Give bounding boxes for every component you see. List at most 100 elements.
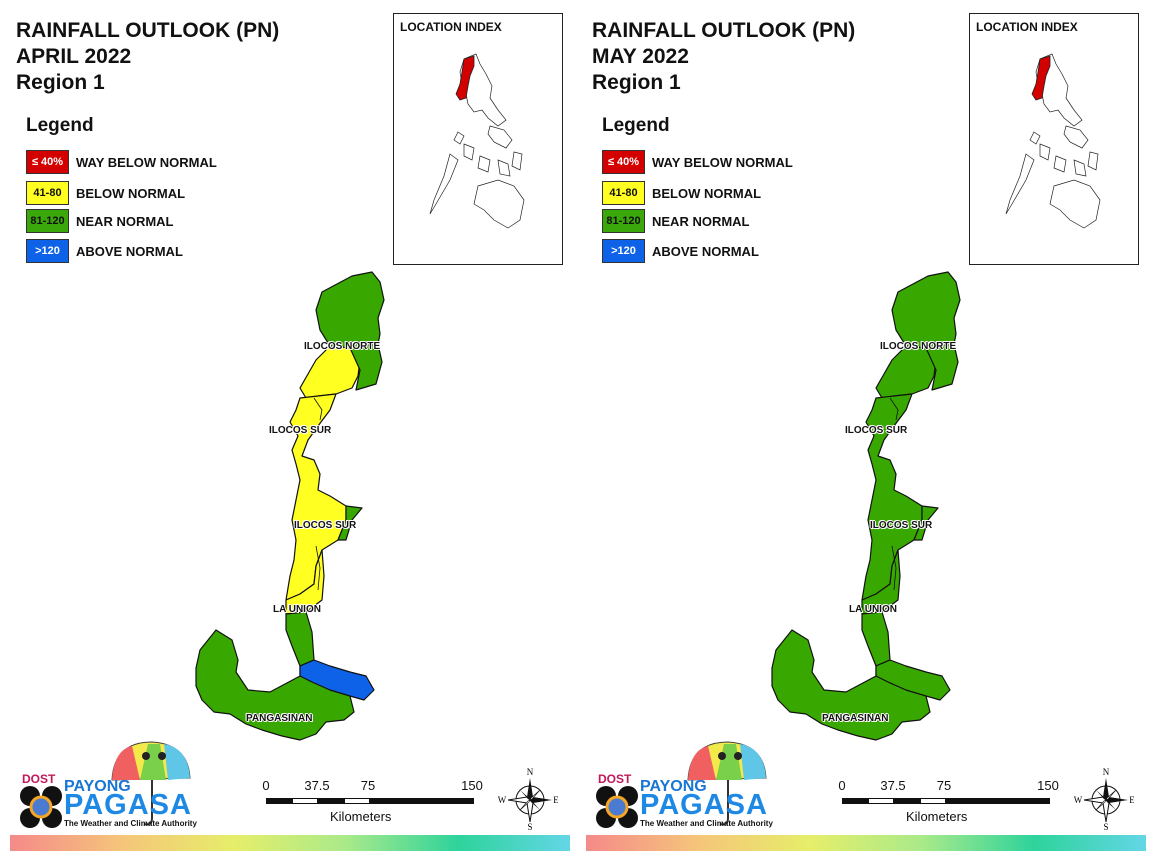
la-union-south <box>285 611 315 667</box>
logo-tagline: The Weather and Climate Authority <box>640 819 773 828</box>
compass-n: N <box>527 767 534 777</box>
scale-segment <box>292 798 318 804</box>
title-line: RAINFALL OUTLOOK (PN) <box>592 19 856 42</box>
payong-pagasa-logo: DOST PAYONG PAGASA The Weather and Clima… <box>14 740 204 832</box>
pangasinan-west <box>195 629 355 741</box>
ilocos-norte-north <box>315 271 385 349</box>
compass-n: N <box>1103 767 1110 777</box>
logo-payong: PAYONG <box>640 778 707 795</box>
region-1-highlight <box>455 55 475 101</box>
scale-tick: 37.5 <box>880 778 906 793</box>
province-label-ilocos-norte: ILOCOS NORTE <box>304 341 381 352</box>
la-union <box>861 549 901 615</box>
title-month: MAY 2022 <box>592 45 689 68</box>
ilocos-norte-north <box>891 271 961 349</box>
region-1-map <box>195 271 385 741</box>
umbrella-logo-icon <box>596 741 767 828</box>
scale-tick: 37.5 <box>304 778 330 793</box>
compass-rose-icon: N S W E <box>1074 766 1134 832</box>
ilocos-norte-central <box>299 345 361 399</box>
location-index-title: LOCATION INDEX <box>400 20 502 34</box>
scale-tick: 0 <box>838 778 846 793</box>
logo-tagline: The Weather and Climate Authority <box>64 819 197 828</box>
scale-segment <box>370 798 474 804</box>
legend-label: ABOVE NORMAL <box>76 244 183 259</box>
ilocos-norte-central <box>875 345 937 399</box>
compass-s: S <box>527 822 532 832</box>
ilocos-norte-east <box>349 343 383 391</box>
scale-tick: 0 <box>262 778 270 793</box>
pangasinan-east <box>299 659 375 701</box>
la-union <box>285 549 325 615</box>
scale-segment <box>344 798 370 804</box>
philippines-outline-icon <box>1005 53 1101 229</box>
scale-tick: 75 <box>360 778 376 793</box>
compass-s: S <box>1103 822 1108 832</box>
title-region: Region 1 <box>16 71 105 94</box>
title-region: Region 1 <box>592 71 681 94</box>
ilocos-sur-east <box>337 505 363 541</box>
scale-segment <box>894 798 920 804</box>
location-index-inset: LOCATION INDEX <box>969 13 1139 265</box>
panel-april: RAINFALL OUTLOOK (PN) APRIL 2022 Region … <box>10 13 570 851</box>
legend-swatch: ≤ 40% <box>602 150 645 174</box>
scale-unit: Kilometers <box>330 809 392 824</box>
title-line: RAINFALL OUTLOOK (PN) <box>16 19 280 42</box>
legend-title: Legend <box>602 115 670 136</box>
panel-may: RAINFALL OUTLOOK (PN) MAY 2022 Region 1 … <box>576 0 1152 864</box>
province-label-ilocos-sur-south: ILOCOS SUR <box>294 520 357 531</box>
legend-title: Legend <box>26 115 94 136</box>
map-title: RAINFALL OUTLOOK (PN) APRIL 2022 Region … <box>16 18 279 96</box>
legend-swatch: >120 <box>602 239 645 263</box>
compass-e: E <box>553 795 558 805</box>
legend-label: BELOW NORMAL <box>76 186 186 201</box>
legend-swatch: >120 <box>26 239 69 263</box>
province-label-pangasinan: PANGASINAN <box>822 713 889 724</box>
umbrella-logo-icon <box>20 741 191 828</box>
scale-segment <box>266 798 292 804</box>
scale-tick: 150 <box>461 778 483 793</box>
scale-tick: 150 <box>1037 778 1059 793</box>
province-label-ilocos-sur-north: ILOCOS SUR <box>845 425 908 436</box>
province-label-la-union: LA UNION <box>849 604 897 615</box>
pagasa-seal-icon <box>20 786 62 828</box>
legend-label: NEAR NORMAL <box>652 214 750 229</box>
logo-pagasa: PAGASA <box>64 789 192 821</box>
compass-e: E <box>1129 795 1134 805</box>
scale-segment <box>842 798 868 804</box>
logo-payong: PAYONG <box>64 778 131 795</box>
legend-swatch: ≤ 40% <box>26 150 69 174</box>
scale-segment <box>920 798 946 804</box>
scale-bar: 0 37.5 75 150 Kilometers <box>838 778 1068 828</box>
region-1-map <box>771 271 961 741</box>
province-label-ilocos-norte: ILOCOS NORTE <box>880 341 957 352</box>
legend-swatch: 41-80 <box>26 181 69 205</box>
region-1-highlight <box>1031 55 1051 101</box>
payong-pagasa-logo: DOST PAYONG PAGASA The Weather and Clima… <box>590 740 780 832</box>
logo-pagasa: PAGASA <box>640 789 768 821</box>
compass-w: W <box>498 795 507 805</box>
pagasa-seal-icon <box>596 786 638 828</box>
logo-dost: DOST <box>22 772 56 786</box>
ilocos-norte-east <box>925 343 959 391</box>
scale-bar: 0 37.5 75 150 Kilometers <box>262 778 492 828</box>
scale-tick: 75 <box>936 778 952 793</box>
location-index-inset: LOCATION INDEX <box>393 13 563 265</box>
philippines-outline-icon <box>429 53 525 229</box>
compass-w: W <box>1074 795 1083 805</box>
legend-swatch: 41-80 <box>602 181 645 205</box>
scale-unit: Kilometers <box>906 809 968 824</box>
logo-dost: DOST <box>598 772 632 786</box>
map-title: RAINFALL OUTLOOK (PN) MAY 2022 Region 1 <box>592 18 855 96</box>
compass-rose-icon: N S W E <box>498 766 558 832</box>
ilocos-sur-east <box>913 505 939 541</box>
location-index-title: LOCATION INDEX <box>976 20 1078 34</box>
legend-swatch: 81-120 <box>602 209 645 233</box>
pangasinan-east <box>875 659 951 701</box>
legend-swatch: 81-120 <box>26 209 69 233</box>
legend-label: WAY BELOW NORMAL <box>76 155 217 170</box>
scale-segment <box>868 798 894 804</box>
scale-segment <box>318 798 344 804</box>
pangasinan-west <box>771 629 931 741</box>
title-month: APRIL 2022 <box>16 45 132 68</box>
